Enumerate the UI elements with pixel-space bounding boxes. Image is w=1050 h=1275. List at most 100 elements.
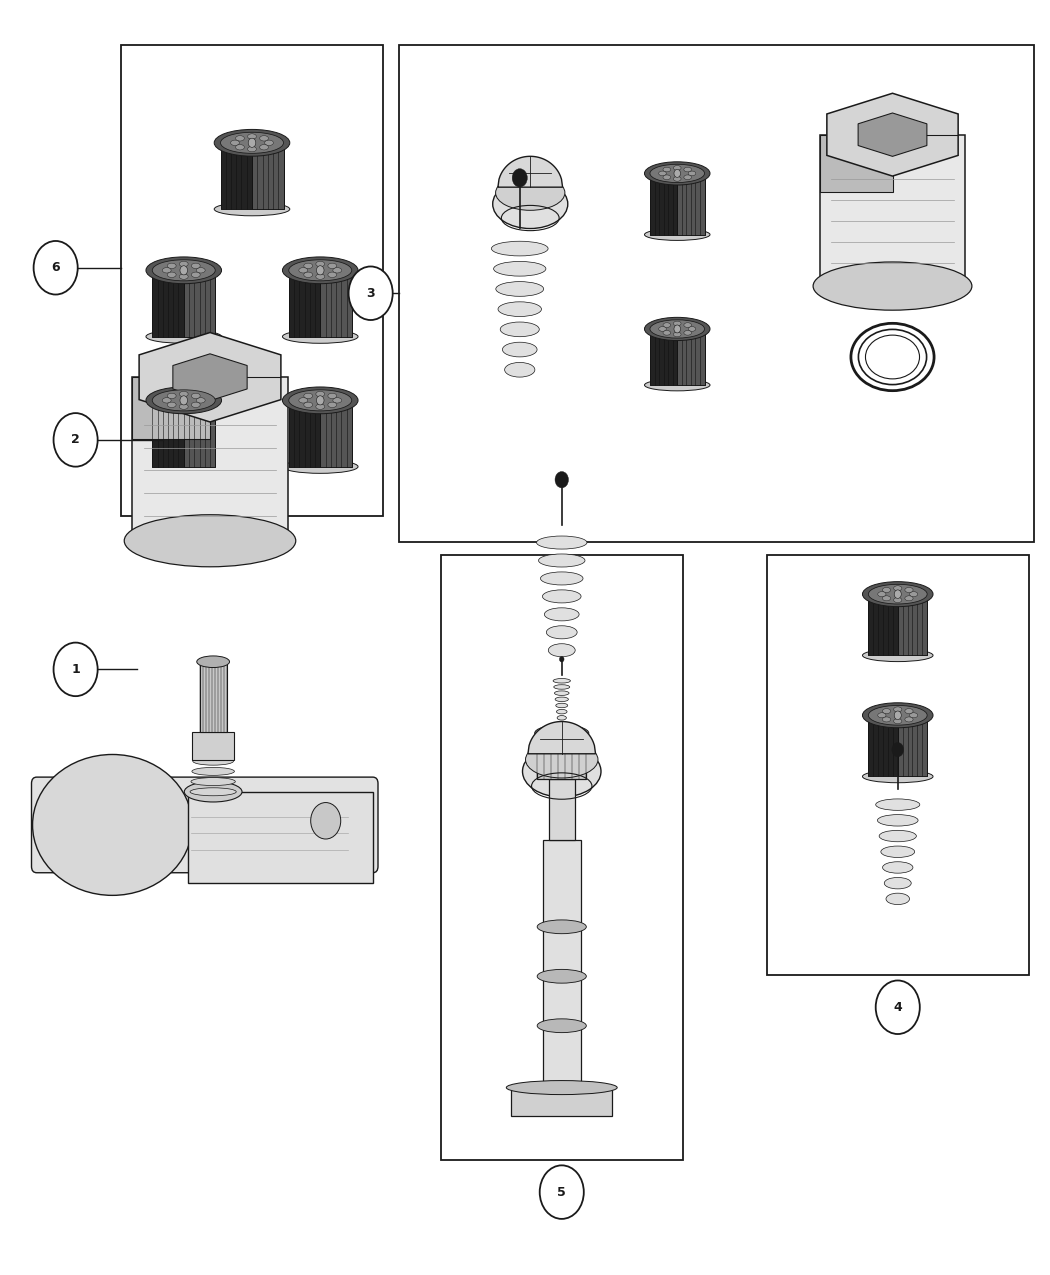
Ellipse shape — [500, 323, 540, 337]
Ellipse shape — [878, 592, 886, 597]
Bar — [132, 377, 288, 541]
Ellipse shape — [248, 134, 256, 139]
Ellipse shape — [862, 770, 933, 783]
Ellipse shape — [894, 719, 902, 724]
Ellipse shape — [878, 713, 886, 718]
Ellipse shape — [862, 703, 933, 728]
Ellipse shape — [523, 746, 601, 797]
Ellipse shape — [909, 592, 918, 597]
Ellipse shape — [555, 697, 568, 701]
Ellipse shape — [658, 171, 667, 176]
Text: 3: 3 — [366, 287, 375, 300]
Ellipse shape — [303, 263, 313, 269]
Ellipse shape — [180, 391, 188, 397]
Bar — [399, 45, 1034, 542]
Ellipse shape — [543, 590, 581, 603]
Ellipse shape — [303, 402, 313, 408]
Ellipse shape — [193, 757, 233, 765]
Ellipse shape — [645, 228, 710, 241]
Ellipse shape — [538, 969, 586, 983]
Ellipse shape — [146, 330, 222, 343]
Ellipse shape — [673, 332, 681, 337]
Polygon shape — [498, 157, 563, 187]
FancyBboxPatch shape — [184, 400, 215, 467]
Ellipse shape — [868, 705, 927, 725]
Ellipse shape — [673, 321, 681, 326]
FancyBboxPatch shape — [677, 329, 705, 385]
FancyBboxPatch shape — [289, 400, 320, 467]
Ellipse shape — [894, 706, 902, 711]
Circle shape — [54, 643, 98, 696]
Ellipse shape — [553, 678, 570, 683]
Ellipse shape — [525, 741, 598, 778]
Ellipse shape — [185, 782, 242, 802]
Ellipse shape — [905, 588, 914, 593]
FancyBboxPatch shape — [289, 270, 320, 337]
Ellipse shape — [878, 815, 918, 826]
Bar — [538, 733, 586, 779]
Ellipse shape — [673, 166, 681, 171]
Ellipse shape — [328, 402, 337, 408]
Ellipse shape — [909, 713, 918, 718]
Polygon shape — [826, 93, 959, 176]
Ellipse shape — [167, 263, 176, 269]
Ellipse shape — [316, 391, 324, 397]
FancyBboxPatch shape — [320, 400, 352, 467]
Ellipse shape — [494, 261, 546, 277]
Ellipse shape — [191, 402, 201, 408]
Ellipse shape — [496, 282, 544, 296]
Ellipse shape — [905, 595, 914, 601]
Ellipse shape — [196, 655, 230, 668]
Circle shape — [512, 168, 527, 187]
Ellipse shape — [289, 390, 352, 411]
Circle shape — [876, 980, 920, 1034]
Ellipse shape — [316, 261, 324, 266]
Ellipse shape — [289, 260, 352, 280]
Ellipse shape — [191, 263, 201, 269]
Ellipse shape — [192, 768, 234, 775]
Ellipse shape — [152, 260, 215, 280]
Ellipse shape — [881, 847, 915, 858]
Ellipse shape — [492, 180, 568, 228]
Circle shape — [316, 395, 324, 405]
Ellipse shape — [214, 129, 290, 157]
Ellipse shape — [684, 175, 692, 180]
Ellipse shape — [894, 598, 902, 603]
Ellipse shape — [862, 581, 933, 607]
Ellipse shape — [146, 258, 222, 284]
Ellipse shape — [645, 379, 710, 391]
FancyBboxPatch shape — [252, 143, 284, 209]
Ellipse shape — [152, 390, 215, 411]
Ellipse shape — [684, 330, 692, 335]
Ellipse shape — [556, 709, 567, 714]
Ellipse shape — [146, 386, 222, 413]
Ellipse shape — [303, 393, 313, 399]
Ellipse shape — [548, 644, 575, 657]
Circle shape — [248, 138, 256, 148]
FancyBboxPatch shape — [32, 776, 378, 872]
Bar — [121, 45, 383, 516]
Ellipse shape — [191, 778, 235, 785]
Ellipse shape — [299, 398, 308, 403]
Ellipse shape — [541, 572, 583, 585]
Ellipse shape — [884, 877, 911, 889]
Ellipse shape — [146, 460, 222, 473]
FancyBboxPatch shape — [868, 594, 898, 655]
Ellipse shape — [220, 133, 284, 153]
Ellipse shape — [235, 135, 245, 142]
FancyBboxPatch shape — [650, 173, 677, 235]
FancyBboxPatch shape — [898, 715, 927, 776]
Ellipse shape — [658, 326, 667, 332]
Ellipse shape — [862, 649, 933, 662]
Ellipse shape — [163, 268, 171, 273]
FancyBboxPatch shape — [220, 143, 252, 209]
Ellipse shape — [813, 261, 972, 310]
Bar — [192, 732, 234, 760]
Ellipse shape — [894, 585, 902, 590]
Ellipse shape — [231, 140, 239, 145]
Ellipse shape — [537, 536, 587, 550]
Circle shape — [349, 266, 393, 320]
FancyBboxPatch shape — [152, 400, 184, 467]
Bar — [820, 135, 892, 193]
Ellipse shape — [886, 894, 909, 904]
